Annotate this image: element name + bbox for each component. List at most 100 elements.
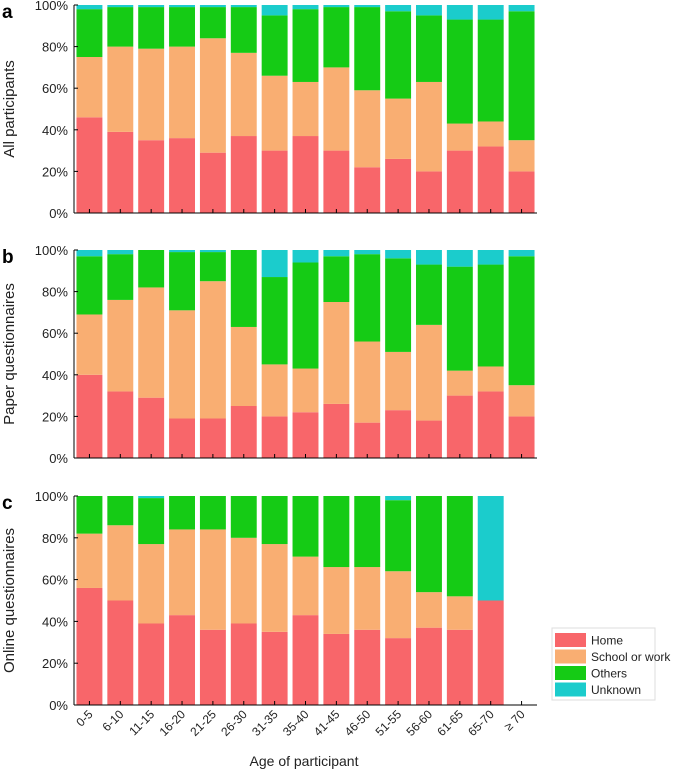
bar-b-31-35-others — [261, 277, 288, 365]
bar-b-11-15-home — [138, 397, 165, 458]
bar-c-41-45-others — [323, 496, 350, 568]
bar-a-26-30-home — [230, 136, 257, 213]
x-axis-title: Age of participant — [250, 753, 359, 769]
bar-c-46-50-school-or-work — [354, 567, 381, 630]
bar-a-21-25-school-or-work — [199, 38, 226, 153]
bar-b-26-30-home — [230, 406, 257, 458]
bar-c-21-25-school-or-work — [199, 529, 226, 630]
panel-a: 0% 20% 40% 60% 80% 100% All participants a — [1, 0, 537, 221]
bar-a-31-35-home — [261, 150, 288, 213]
bar-a-11-15-unknown — [138, 5, 165, 8]
bar-b-65-70-school-or-work — [477, 366, 504, 392]
panels-layer: 0% 20% 40% 60% 80% 100% All participants a 0% 20%… — [1, 0, 537, 739]
bar-a-61-65-school-or-work — [446, 123, 473, 151]
x-tick-label-≥ 70: ≥ 70 — [501, 707, 528, 734]
bar-a-21-25-home — [199, 152, 226, 213]
bar-c-31-35-others — [261, 496, 288, 545]
bar-a-41-45-unknown — [323, 5, 350, 8]
y-tick-label-c-0: 0% — [49, 698, 68, 713]
y-tick-label-a-0: 0% — [49, 206, 68, 221]
bar-b-46-50-home — [354, 422, 381, 458]
bar-b-56-60-unknown — [416, 250, 442, 265]
x-tick-label-6-10: 6-10 — [100, 707, 127, 734]
bar-b-51-55-school-or-work — [385, 351, 412, 411]
bar-b-41-45-school-or-work — [323, 302, 350, 404]
bar-a-16-20-unknown — [169, 5, 195, 8]
bar-a-0-5-home — [76, 117, 103, 213]
bar-a-41-45-school-or-work — [323, 67, 350, 151]
bar-a-31-35-school-or-work — [261, 75, 288, 151]
x-tick-label-21-25: 21-25 — [187, 707, 219, 739]
bar-a-21-25-unknown — [199, 5, 226, 8]
y-tick-label-b-100: 100% — [35, 243, 69, 258]
bar-a-26-30-unknown — [230, 5, 257, 8]
bar-c-61-65-school-or-work — [446, 596, 473, 630]
bar-c-6-10-home — [107, 600, 134, 705]
y-tick-label-c-20: 20% — [42, 656, 68, 671]
bar-b-46-50-others — [354, 254, 381, 342]
bar-a-56-60-others — [416, 15, 442, 82]
bar-b-31-35-school-or-work — [261, 364, 288, 417]
bar-a-65-70-home — [477, 146, 504, 213]
bar-a-0-5-school-or-work — [76, 57, 103, 118]
bar-b-31-35-unknown — [261, 250, 288, 278]
bar-a-46-50-others — [354, 7, 381, 91]
bar-a-16-20-home — [169, 138, 195, 213]
bar-c-11-15-others — [138, 498, 165, 545]
x-tick-label-0-5: 0-5 — [73, 707, 95, 729]
bar-c-61-65-home — [446, 629, 473, 705]
y-axis-title-a: All participants — [1, 60, 18, 158]
y-tick-label-b-20: 20% — [42, 409, 68, 424]
bar-b-0-5-school-or-work — [76, 314, 103, 375]
bar-a-46-50-unknown — [354, 5, 381, 8]
bar-a-11-15-home — [138, 140, 165, 213]
bar-c-41-45-school-or-work — [323, 567, 350, 634]
bar-b-≥ 70-others — [508, 256, 535, 386]
legend-swatch-home — [555, 633, 586, 647]
bar-a-16-20-school-or-work — [169, 46, 195, 139]
bar-b-0-5-home — [76, 374, 103, 458]
bar-a-≥ 70-school-or-work — [508, 140, 535, 172]
bar-a-6-10-school-or-work — [107, 46, 134, 132]
y-tick-label-c-100: 100% — [35, 489, 69, 504]
bar-a-61-65-home — [446, 150, 473, 213]
bar-a-61-65-others — [446, 19, 473, 124]
bar-b-51-55-home — [385, 410, 412, 458]
bar-c-41-45-home — [323, 633, 350, 705]
bar-b-41-45-unknown — [323, 250, 350, 257]
bar-c-31-35-school-or-work — [261, 544, 288, 632]
bar-c-11-15-unknown — [138, 496, 165, 499]
bar-c-31-35-home — [261, 631, 288, 705]
bar-a-56-60-home — [416, 171, 442, 213]
legend-label-home: Home — [591, 634, 623, 648]
bar-a-35-40-unknown — [292, 5, 319, 10]
bar-c-0-5-others — [76, 496, 103, 534]
bar-b-26-30-school-or-work — [230, 326, 257, 406]
x-tick-label-56-60: 56-60 — [403, 707, 435, 739]
bar-c-35-40-school-or-work — [292, 556, 319, 616]
bar-a-6-10-others — [107, 7, 134, 47]
bar-a-51-55-school-or-work — [385, 98, 412, 159]
bar-c-51-55-home — [385, 638, 412, 705]
bar-b-65-70-home — [477, 391, 504, 458]
bar-b-11-15-school-or-work — [138, 287, 165, 398]
bar-b-56-60-home — [416, 420, 442, 458]
y-tick-label-b-40: 40% — [42, 368, 68, 383]
y-tick-label-a-20: 20% — [42, 164, 68, 179]
bar-a-51-55-others — [385, 11, 412, 99]
panel-b: 0% 20% 40% 60% 80% 100% Paper questionnaires b — [1, 243, 537, 466]
bar-c-61-65-others — [446, 496, 473, 597]
y-tick-label-b-80: 80% — [42, 285, 68, 300]
bar-a-46-50-school-or-work — [354, 90, 381, 168]
y-tick-label-a-100: 100% — [35, 0, 69, 13]
y-tick-label-c-40: 40% — [42, 614, 68, 629]
bar-c-51-55-school-or-work — [385, 571, 412, 639]
bar-b-6-10-others — [107, 254, 134, 300]
bar-b-26-30-others — [230, 250, 257, 327]
bar-a-56-60-unknown — [416, 5, 442, 16]
bar-a-21-25-others — [199, 7, 226, 39]
bar-c-46-50-home — [354, 629, 381, 705]
bar-b-35-40-unknown — [292, 250, 319, 263]
bar-b-21-25-unknown — [199, 250, 226, 253]
